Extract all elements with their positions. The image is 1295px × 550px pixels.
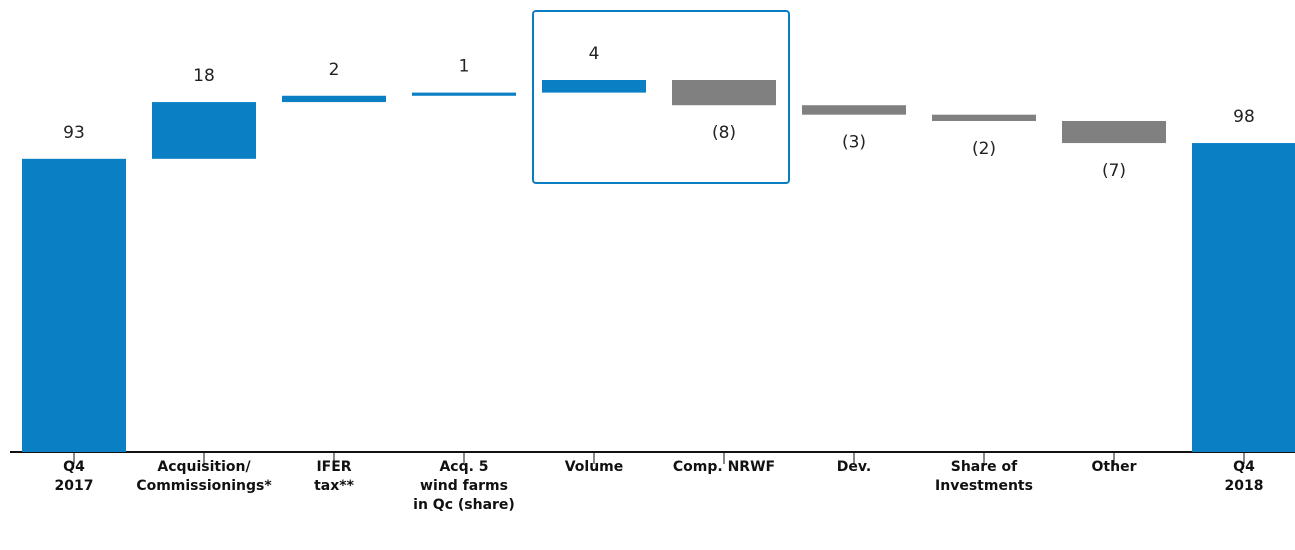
value-label: (3)	[842, 133, 866, 153]
value-label: 1	[459, 57, 470, 77]
bar	[22, 158, 126, 453]
bar	[412, 92, 516, 96]
value-label: 18	[193, 66, 215, 86]
x-tick-label: Acquisition/ Commissionings*	[136, 459, 272, 494]
value-label: 4	[589, 44, 600, 64]
bar	[542, 80, 646, 93]
x-tick-label: Q4 2017	[54, 459, 94, 494]
x-tick-label: Volume	[564, 459, 624, 475]
value-label: (7)	[1102, 161, 1126, 181]
value-label: 98	[1233, 107, 1255, 127]
bar	[282, 95, 386, 103]
x-tick-label: Share of Investments	[935, 459, 1033, 494]
value-label: 93	[63, 123, 85, 143]
value-label: (2)	[972, 139, 996, 159]
bar	[152, 102, 256, 159]
x-tick-label: Dev.	[836, 459, 872, 475]
x-tick-label: Q4 2018	[1224, 459, 1264, 494]
x-tick-label: IFER tax**	[314, 459, 354, 494]
value-label: (8)	[712, 123, 736, 143]
bar	[802, 105, 906, 115]
bar	[672, 80, 776, 106]
x-tick-label: Other	[1091, 459, 1137, 475]
highlight-box	[532, 10, 790, 184]
bar	[1062, 120, 1166, 144]
x-tick-label: Comp. NRWF	[672, 459, 776, 475]
bar	[932, 114, 1036, 121]
bar	[1192, 143, 1295, 452]
value-label: 2	[329, 60, 340, 80]
x-tick-label: Acq. 5 wind farms in Qc (share)	[413, 459, 515, 513]
